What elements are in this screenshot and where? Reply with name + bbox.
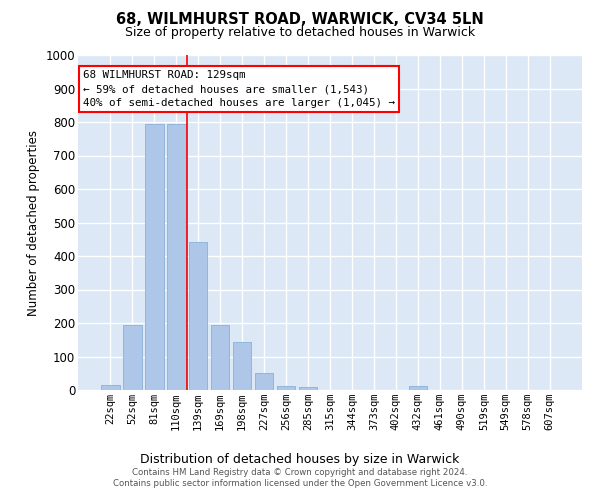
- Bar: [123, 326, 142, 390]
- Y-axis label: Number of detached properties: Number of detached properties: [27, 130, 40, 316]
- Bar: [211, 326, 229, 390]
- Bar: [409, 386, 427, 390]
- Text: 68 WILMHURST ROAD: 129sqm
← 59% of detached houses are smaller (1,543)
40% of se: 68 WILMHURST ROAD: 129sqm ← 59% of detac…: [83, 70, 395, 108]
- Text: Contains HM Land Registry data © Crown copyright and database right 2024.
Contai: Contains HM Land Registry data © Crown c…: [113, 468, 487, 487]
- Text: Size of property relative to detached houses in Warwick: Size of property relative to detached ho…: [125, 26, 475, 39]
- Bar: [255, 373, 274, 390]
- Bar: [277, 386, 295, 390]
- Bar: [167, 124, 185, 390]
- Text: Distribution of detached houses by size in Warwick: Distribution of detached houses by size …: [140, 452, 460, 466]
- Bar: [299, 386, 317, 390]
- Bar: [145, 124, 164, 390]
- Bar: [233, 342, 251, 390]
- Bar: [189, 242, 208, 390]
- Text: 68, WILMHURST ROAD, WARWICK, CV34 5LN: 68, WILMHURST ROAD, WARWICK, CV34 5LN: [116, 12, 484, 28]
- Bar: [101, 385, 119, 390]
